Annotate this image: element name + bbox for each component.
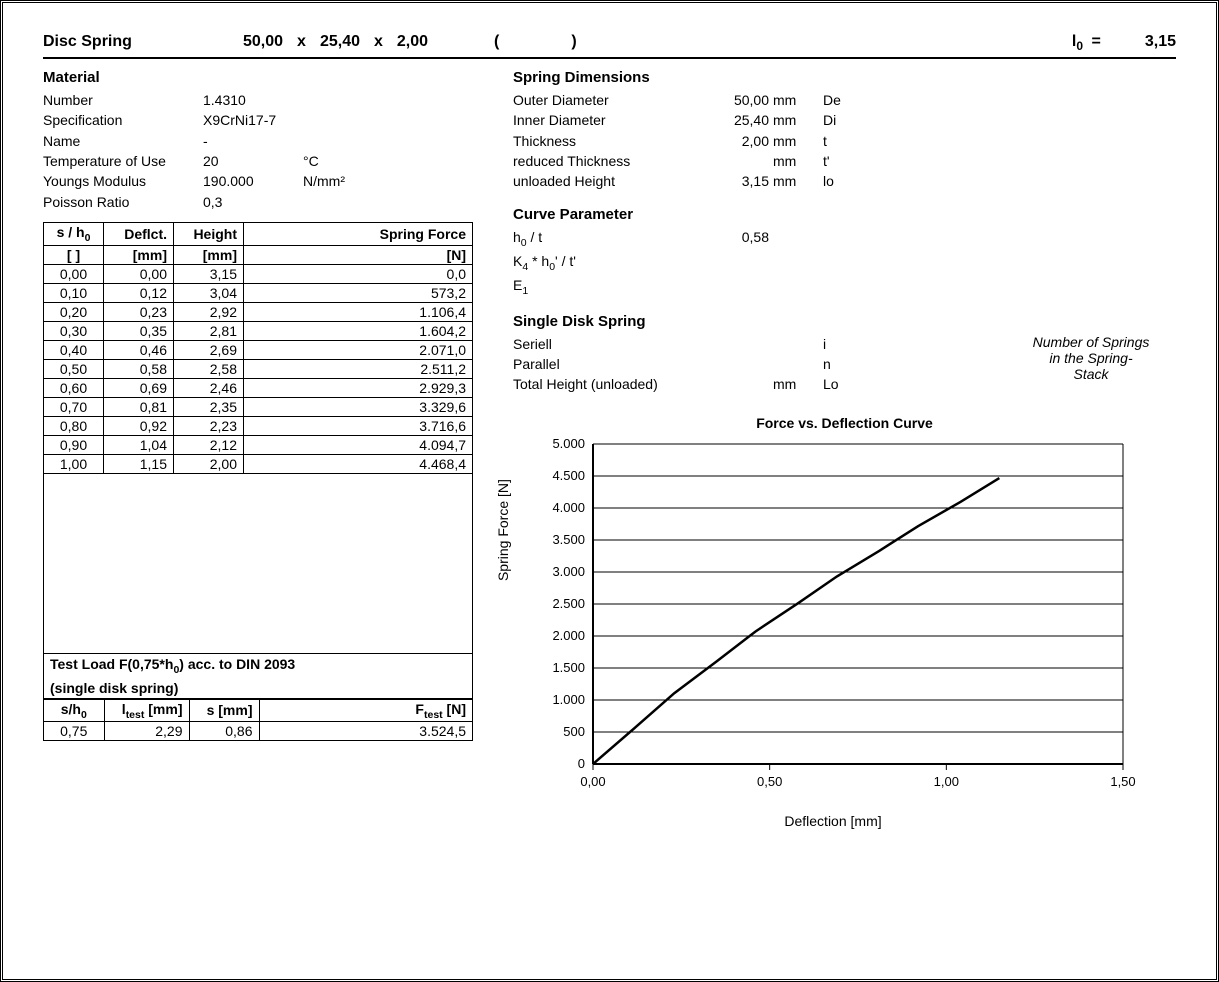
header-row: Disc Spring 50,00 x 25,40 x 2,00 ( ) l0 …: [43, 33, 1176, 59]
svg-text:0,00: 0,00: [580, 774, 605, 789]
svg-text:500: 500: [563, 724, 585, 739]
svg-text:0: 0: [578, 756, 585, 771]
svg-text:0,50: 0,50: [757, 774, 782, 789]
dimensions-title: Spring Dimensions: [513, 69, 1176, 86]
curve-param-title: Curve Parameter: [513, 206, 1176, 223]
chart-xlabel: Deflection [mm]: [513, 813, 1153, 829]
paren-open: (: [494, 33, 499, 51]
table-row: 0,200,232,921.106,4: [44, 302, 473, 321]
curve-r3: E1: [513, 275, 1176, 299]
header-v1: 50,00: [243, 33, 283, 51]
dimension-row: Inner Diameter25,40mmDi: [513, 110, 1176, 130]
test-table: s/h0 ltest [mm] s [mm] Ftest [N] 0,75 2,…: [44, 699, 472, 741]
th-force: Spring Force: [244, 222, 473, 245]
svg-text:1,00: 1,00: [934, 774, 959, 789]
curve-r1: h0 / t 0,58: [513, 227, 1176, 251]
material-rows: Number1.4310SpecificationX9CrNi17-7Name-…: [43, 90, 473, 212]
header-v2: 25,40: [320, 33, 360, 51]
svg-text:4.000: 4.000: [552, 500, 585, 515]
svg-text:1.000: 1.000: [552, 692, 585, 707]
material-title: Material: [43, 69, 473, 86]
svg-text:4.500: 4.500: [552, 468, 585, 483]
material-row: SpecificationX9CrNi17-7: [43, 110, 473, 130]
table-row: 0,400,462,692.071,0: [44, 340, 473, 359]
table-row: 0,000,003,150,0: [44, 264, 473, 283]
material-row: Number1.4310: [43, 90, 473, 110]
title: Disc Spring: [43, 33, 243, 51]
svg-text:2.500: 2.500: [552, 596, 585, 611]
single-disk-title: Single Disk Spring: [513, 313, 1176, 330]
table-row: 0,600,692,462.929,3: [44, 378, 473, 397]
test-line1: Test Load F(0,75*h0) acc. to DIN 2093: [44, 654, 472, 678]
table-row: 0,901,042,124.094,7: [44, 435, 473, 454]
header-x2: x: [374, 33, 383, 51]
table-row: 1,001,152,004.468,4: [44, 454, 473, 473]
material-row: Youngs Modulus190.000N/mm²: [43, 171, 473, 191]
table-row: 0,100,123,04573,2: [44, 283, 473, 302]
table-row: 0,300,352,811.604,2: [44, 321, 473, 340]
force-deflection-chart: 0 500 1.000 1.500 2.000 2.500 3.000 3.500 4.000 4…: [513, 439, 1153, 809]
header-v3: 2,00: [397, 33, 428, 51]
svg-text:3.500: 3.500: [552, 532, 585, 547]
single-disk-row: Total Height (unloaded)mmLo: [513, 374, 1006, 394]
chart-title: Force vs. Deflection Curve: [513, 415, 1176, 431]
test-block: Test Load F(0,75*h0) acc. to DIN 2093 (s…: [43, 654, 473, 742]
chart-ylabel: Spring Force [N]: [495, 479, 511, 581]
spring-table: s / h0 Deflct. Height Spring Force [ ] […: [43, 222, 473, 474]
table-row: 0,500,582,582.511,2: [44, 359, 473, 378]
svg-text:1,50: 1,50: [1110, 774, 1135, 789]
single-disk-row: Serielli: [513, 334, 1006, 354]
single-disk-note: Number of Springs in the Spring- Stack: [1006, 334, 1176, 395]
svg-text:2.000: 2.000: [552, 628, 585, 643]
dimension-rows: Outer Diameter50,00mmDeInner Diameter25,…: [513, 90, 1176, 191]
th-deflct: Deflct.: [104, 222, 174, 245]
table-row: 0,700,812,353.329,6: [44, 397, 473, 416]
curve-r2: K4 * h0' / t': [513, 251, 1176, 275]
th-s-h0: s / h0: [44, 222, 104, 245]
svg-text:1.500: 1.500: [552, 660, 585, 675]
material-row: Temperature of Use20°C: [43, 151, 473, 171]
dimension-row: Thickness2,00mmt: [513, 131, 1176, 151]
svg-text:3.000: 3.000: [552, 564, 585, 579]
lo-label: l0 =: [1072, 33, 1105, 53]
single-disk-row: Paralleln: [513, 354, 1006, 374]
material-row: Poisson Ratio0,3: [43, 192, 473, 212]
paren-close: ): [571, 33, 576, 51]
material-row: Name-: [43, 131, 473, 151]
single-disk-rows: SerielliParallelnTotal Height (unloaded)…: [513, 334, 1006, 395]
dimension-row: Outer Diameter50,00mmDe: [513, 90, 1176, 110]
empty-block: [43, 474, 473, 654]
lo-val: 3,15: [1145, 33, 1176, 51]
header-x1: x: [297, 33, 306, 51]
svg-text:5.000: 5.000: [552, 439, 585, 451]
dimension-row: unloaded Height3,15mmlo: [513, 171, 1176, 191]
th-height: Height: [174, 222, 244, 245]
table-row: 0,800,922,233.716,6: [44, 416, 473, 435]
test-line2: (single disk spring): [44, 678, 472, 699]
dimension-row: reduced Thicknessmmt': [513, 151, 1176, 171]
